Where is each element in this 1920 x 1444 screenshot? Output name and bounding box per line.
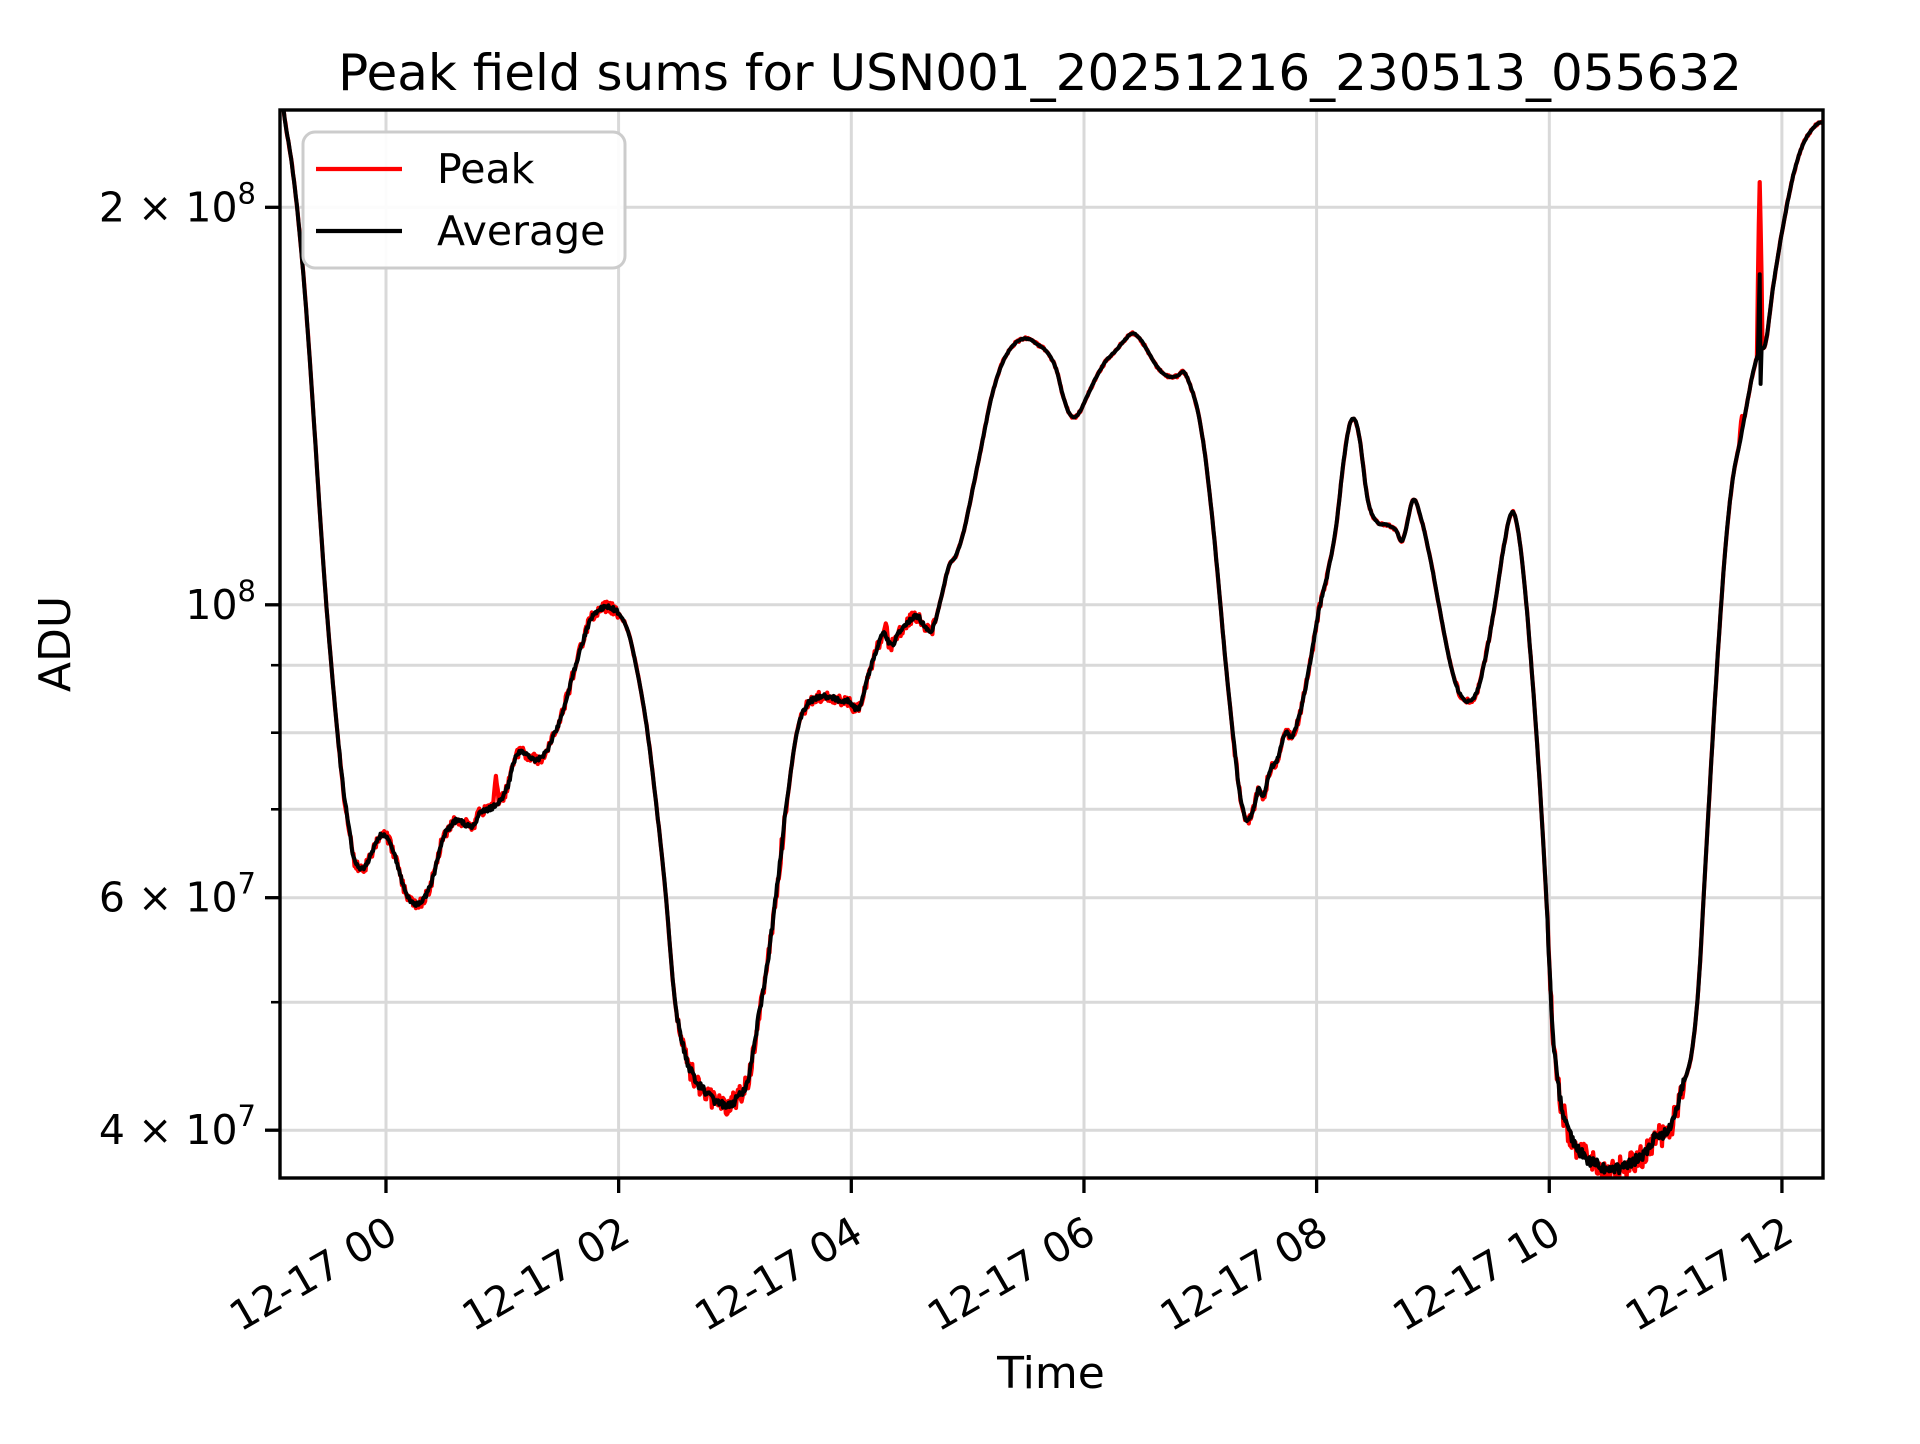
y-tick-label: 6 × 107 [99, 867, 256, 922]
series-average-line [281, 110, 1823, 1176]
axis-ticks [265, 205, 1784, 1193]
y-axis-tick-labels: 2 × 108 108 6 × 107 4 × 107 [99, 176, 256, 1154]
y-tick-label: 4 × 107 [99, 1099, 256, 1154]
legend-box: Peak Average [301, 130, 627, 270]
y-tick-label: 108 [185, 574, 256, 629]
chart-title: Peak field sums for USN001_20251216_2305… [338, 44, 1742, 102]
plot-area [281, 110, 1823, 1178]
y-tick-label: 2 × 108 [99, 176, 256, 231]
x-axis-label: Time [996, 1348, 1105, 1399]
y-axis-label: ADU [30, 596, 81, 692]
legend-frame [301, 130, 627, 270]
legend-average-label: Average [437, 207, 605, 255]
axes-frame [278, 108, 1825, 1180]
legend-peak-label: Peak [437, 145, 535, 193]
